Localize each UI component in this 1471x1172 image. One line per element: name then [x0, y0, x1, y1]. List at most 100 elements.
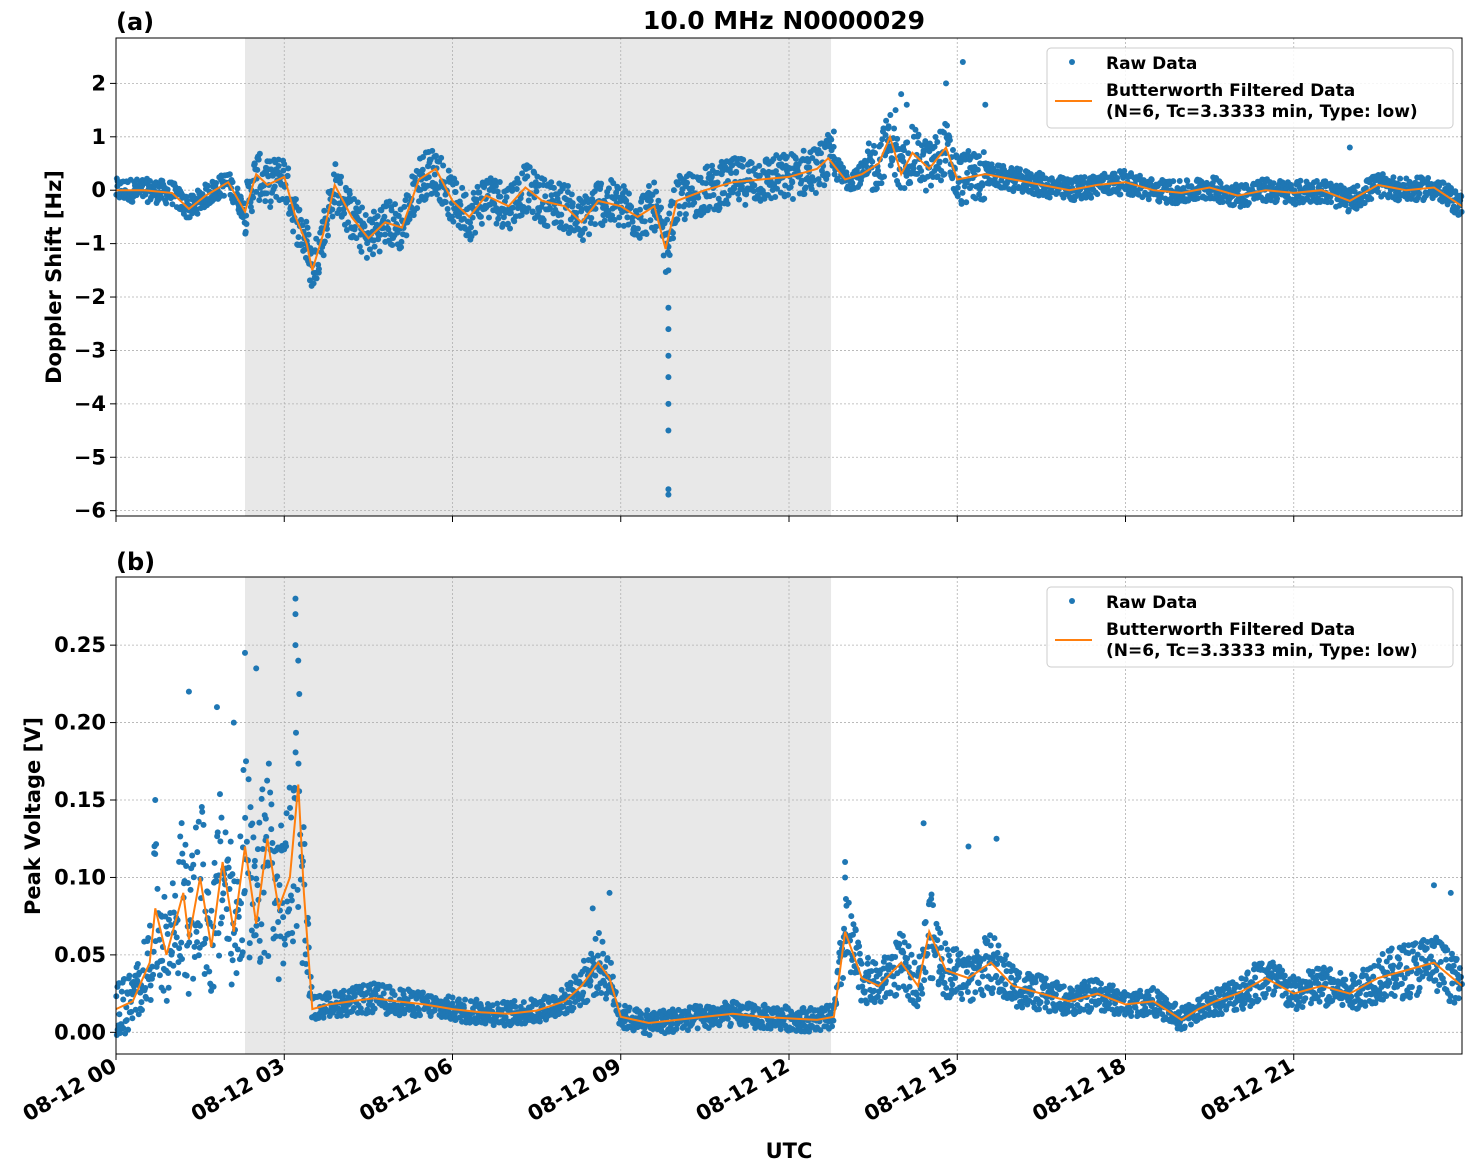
raw-data-point: [600, 950, 607, 957]
raw-data-point: [215, 930, 222, 937]
raw-data-point: [670, 187, 677, 194]
raw-data-point: [233, 970, 240, 977]
raw-data-point: [1080, 1006, 1087, 1013]
raw-data-point: [171, 942, 178, 949]
raw-data-point: [683, 1018, 690, 1025]
raw-data-point: [477, 213, 484, 220]
raw-data-point: [674, 216, 681, 223]
raw-data-point: [256, 150, 263, 157]
raw-data-point: [1302, 995, 1309, 1002]
raw-data-point: [940, 129, 947, 136]
raw-data-point: [852, 927, 859, 934]
raw-data-point: [290, 883, 297, 890]
raw-data-point: [161, 893, 168, 900]
raw-data-point: [577, 1002, 584, 1009]
raw-data-point: [928, 891, 935, 898]
raw-data-point: [918, 985, 925, 992]
raw-data-point: [419, 166, 426, 173]
raw-data-point: [168, 949, 175, 956]
raw-data-point: [276, 882, 283, 889]
raw-data-point: [817, 150, 824, 157]
raw-data-point: [154, 885, 161, 892]
raw-data-point: [262, 198, 269, 205]
raw-data-point: [245, 776, 252, 783]
raw-data-point: [1175, 1010, 1182, 1017]
raw-data-point: [489, 1002, 496, 1009]
raw-data-point: [1042, 975, 1049, 982]
raw-data-point: [362, 212, 369, 219]
figure-title: 10.0 MHz N0000029: [643, 6, 925, 35]
raw-data-point: [243, 838, 250, 845]
raw-data-point: [156, 936, 163, 943]
panel-b-shaded-span: [244, 577, 832, 1054]
raw-data-point: [287, 892, 294, 899]
raw-data-point: [251, 160, 258, 167]
raw-data-point: [253, 922, 260, 929]
y-tick-label: −5: [74, 445, 106, 469]
raw-data-point: [558, 986, 565, 993]
raw-data-point: [1003, 952, 1010, 959]
raw-data-point: [315, 266, 322, 273]
raw-data-point: [338, 173, 345, 180]
raw-data-point: [624, 214, 631, 221]
raw-data-point: [242, 814, 249, 821]
panel-b-raw-data: [113, 595, 1465, 1039]
raw-data-point: [120, 996, 127, 1003]
raw-data-point: [140, 967, 147, 974]
raw-data-point: [849, 957, 856, 964]
raw-data-point: [169, 201, 176, 208]
raw-data-point: [1003, 968, 1010, 975]
raw-data-point: [340, 987, 347, 994]
raw-data-point: [979, 182, 986, 189]
raw-data-point: [134, 961, 141, 968]
raw-data-point: [929, 902, 936, 909]
raw-data-point: [1132, 1004, 1139, 1011]
raw-data-point: [1019, 1004, 1026, 1011]
raw-data-point: [268, 801, 275, 808]
panel-a-label: (a): [116, 8, 154, 36]
raw-data-point: [191, 943, 198, 950]
raw-data-point: [952, 975, 959, 982]
raw-data-point: [922, 969, 929, 976]
panel-a-ylabel: Doppler Shift [Hz]: [42, 170, 66, 384]
raw-data-point: [351, 224, 358, 231]
raw-data-point: [863, 163, 870, 170]
raw-data-point: [1153, 1012, 1160, 1019]
raw-data-point: [911, 959, 918, 966]
raw-data-point: [206, 968, 213, 975]
raw-data-point: [382, 231, 389, 238]
raw-data-point: [856, 943, 863, 950]
panel-a-raw-data: [113, 59, 1465, 498]
raw-data-point: [946, 137, 953, 144]
raw-data-point: [179, 955, 186, 962]
raw-data-point: [525, 197, 532, 204]
raw-data-point: [943, 80, 950, 87]
raw-data-point: [598, 989, 605, 996]
raw-data-point: [879, 136, 886, 143]
raw-data-point: [132, 1006, 139, 1013]
raw-data-point: [988, 976, 995, 983]
raw-data-point: [354, 1009, 361, 1016]
raw-data-point: [646, 1032, 653, 1039]
raw-data-point: [252, 932, 259, 939]
raw-data-point: [318, 225, 325, 232]
raw-data-point: [280, 914, 287, 921]
raw-data-point: [1142, 1005, 1149, 1012]
raw-data-point: [800, 147, 807, 154]
raw-data-point: [129, 198, 136, 205]
raw-data-point: [187, 886, 194, 893]
raw-data-point: [195, 818, 202, 825]
raw-data-point: [665, 486, 672, 493]
raw-data-point: [728, 170, 735, 177]
raw-data-point: [286, 906, 293, 913]
raw-data-point: [164, 186, 171, 193]
raw-data-point: [873, 185, 880, 192]
raw-data-point: [994, 961, 1001, 968]
raw-data-point: [564, 183, 571, 190]
raw-data-point: [503, 194, 510, 201]
raw-data-point: [177, 833, 184, 840]
raw-data-point: [1255, 996, 1262, 1003]
raw-data-point: [900, 949, 907, 956]
raw-data-point: [259, 786, 266, 793]
raw-data-point: [736, 196, 743, 203]
